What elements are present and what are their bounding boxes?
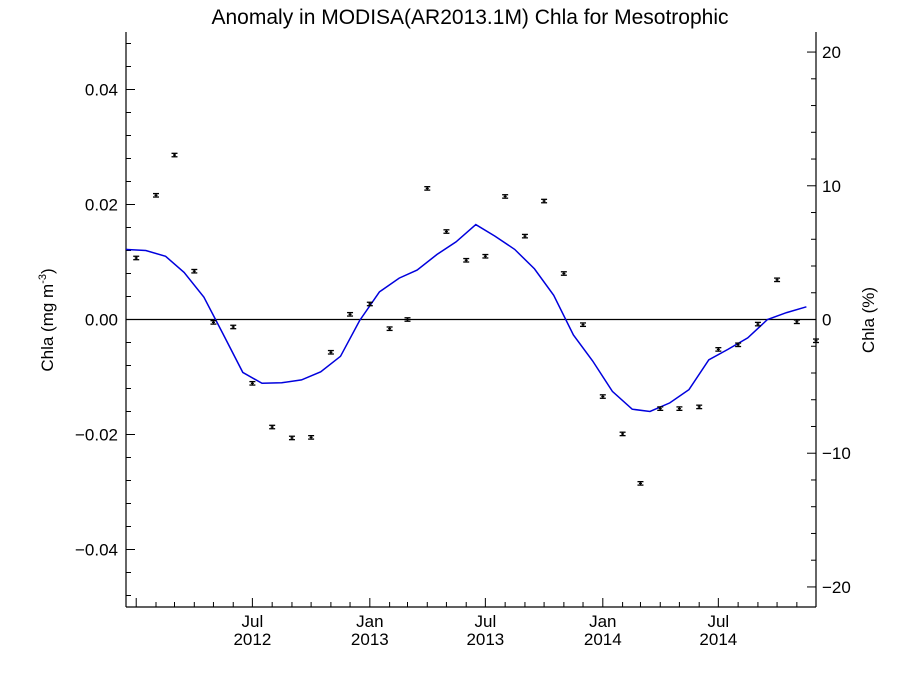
x-tick-month-label: Jul [474,612,496,631]
y-tick-label: 0.00 [85,311,118,330]
y-axis-label-superscript: -3 [37,274,49,284]
chart-title: Anomaly in MODISA(AR2013.1M) Chla for Me… [211,6,728,29]
data-point [541,198,548,204]
data-point [386,326,393,332]
data-point [404,317,411,322]
y-axis-label-main: Chla (mg m [38,284,57,372]
data-point [269,424,276,430]
data-point [676,406,683,412]
smoothed-series-line [125,223,807,413]
data-point [230,324,237,330]
x-tick-month-label: Jul [707,612,729,631]
data-point [288,435,295,441]
data-point [619,431,626,437]
x-tick-year-label: 2012 [233,630,271,649]
data-point [715,347,722,352]
y-axis-label-close: ) [38,268,57,274]
data-point [308,434,315,440]
data-point [599,394,606,399]
x-tick-month-label: Jan [356,612,383,631]
data-point [813,338,819,344]
x-tick-year-label: 2014 [584,630,622,649]
data-point [191,268,198,274]
y2-tick-label: 10 [822,177,841,196]
data-point [443,229,450,234]
data-point [463,257,470,263]
y-tick-label: −0.04 [75,541,118,560]
data-point [366,301,373,307]
plot-marks: 0.040.020.00−0.02−0.0420100−10−20Jul2012… [75,32,851,649]
y-tick-label: 0.02 [85,196,118,215]
x-tick-year-label: 2013 [351,630,389,649]
data-point [657,406,664,412]
y2-tick-label: 0 [822,311,831,330]
data-point [502,194,509,199]
data-point [696,404,703,410]
data-point [793,319,800,325]
x-tick-month-label: Jan [589,612,616,631]
data-point [210,319,217,325]
data-point [133,255,140,261]
x-tick-month-label: Jul [242,612,264,631]
x-tick-year-label: 2013 [466,630,504,649]
data-point [521,233,528,239]
data-point [754,321,761,327]
data-point [560,271,567,276]
y-tick-label: 0.04 [85,81,118,100]
data-point [482,253,489,259]
y2-tick-label: 20 [822,43,841,62]
y2-axis-label: Chla (%) [859,287,878,353]
data-point [153,192,159,198]
y2-tick-label: −20 [822,578,851,597]
y2-tick-label: −10 [822,444,851,463]
data-point [171,152,178,158]
data-point [249,380,256,386]
data-point [347,311,354,317]
data-point [580,322,587,328]
data-point [327,349,334,355]
y-tick-label: −0.02 [75,426,118,445]
data-point [424,186,431,191]
data-point [735,342,742,348]
x-tick-year-label: 2014 [699,630,737,649]
data-point [774,277,781,283]
data-point [637,480,644,486]
y-axis-label: Chla (mg m-3) [37,268,57,371]
